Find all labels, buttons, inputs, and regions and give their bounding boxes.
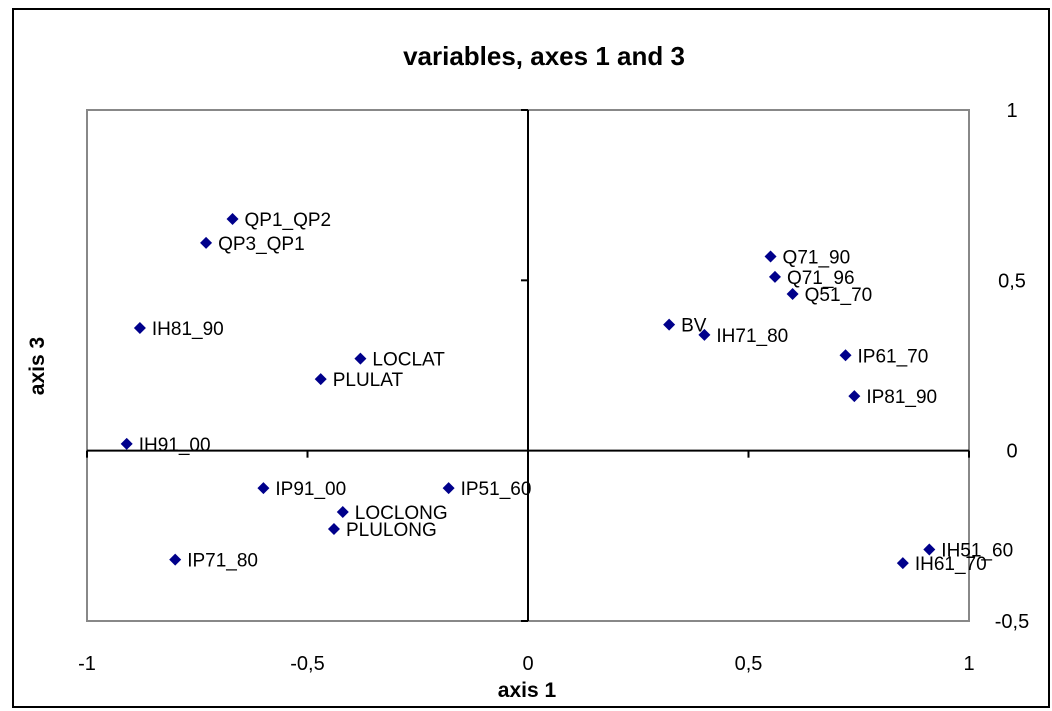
- data-point-marker: [133, 322, 146, 335]
- tick-labels: -1 -0,5 0 0,5 1 1 0,5 0 -0,5: [78, 100, 1029, 675]
- data-point-label: QP1_QP2: [245, 210, 332, 231]
- y-tick-label: 0,5: [998, 270, 1026, 292]
- data-point-marker: [169, 553, 182, 566]
- data-point-marker: [314, 373, 327, 386]
- y-tick-label: 1: [1006, 100, 1017, 122]
- data-point-label: IH71_80: [716, 326, 788, 347]
- data-point-marker: [923, 543, 936, 556]
- data-point-marker: [663, 318, 676, 331]
- y-axis-title: axis 3: [26, 337, 49, 395]
- data-point-label: LOCLONG: [355, 503, 448, 524]
- data-point-label: Q51_70: [805, 285, 873, 306]
- data-point-label: LOCLAT: [372, 350, 445, 371]
- data-point-marker: [336, 505, 349, 518]
- data-point-label: IP51_60: [461, 479, 532, 500]
- data-point-marker: [354, 352, 367, 365]
- y-tick-label: -0,5: [995, 611, 1029, 633]
- data-point-marker: [786, 287, 799, 300]
- data-point-label: IH81_90: [152, 319, 224, 340]
- x-axis-title: axis 1: [498, 679, 557, 702]
- data-point-label: BV: [681, 316, 707, 337]
- data-point-label: IP91_00: [275, 479, 346, 500]
- data-point-label: PLULAT: [333, 370, 404, 391]
- data-point-marker: [442, 482, 455, 495]
- data-point-label: IH51_60: [941, 540, 1013, 561]
- data-point-marker: [839, 349, 852, 362]
- x-tick-label: -1: [78, 653, 96, 675]
- data-point-label: IP71_80: [187, 551, 258, 572]
- data-point-marker: [327, 523, 340, 536]
- x-tick-label: -0,5: [290, 653, 324, 675]
- data-point-label: IH61_70: [915, 554, 987, 575]
- data-point-label: Q71_96: [787, 268, 855, 289]
- data-point-marker: [698, 328, 711, 341]
- data-point-marker: [120, 437, 133, 450]
- x-tick-label: 0: [522, 653, 533, 675]
- data-point-marker: [226, 213, 239, 226]
- y-tick-label: 0: [1006, 441, 1017, 463]
- data-point-label: PLULONG: [346, 520, 437, 541]
- x-tick-label: 1: [963, 653, 974, 675]
- data-point-label: Q71_90: [783, 247, 851, 268]
- data-point-marker: [257, 482, 270, 495]
- chart-title: variables, axes 1 and 3: [403, 41, 685, 71]
- data-point-marker: [896, 557, 909, 570]
- data-point-marker: [848, 390, 861, 403]
- data-point-label: IH91_00: [139, 435, 211, 456]
- data-point-marker: [764, 250, 777, 263]
- x-tick-label: 0,5: [735, 653, 763, 675]
- data-point-label: IP61_70: [858, 346, 929, 367]
- data-point-marker: [200, 236, 213, 249]
- data-point-label: IP81_90: [866, 387, 937, 408]
- data-point-label: QP3_QP1: [218, 234, 305, 255]
- axes: [86, 109, 970, 622]
- data-point-marker: [768, 270, 781, 283]
